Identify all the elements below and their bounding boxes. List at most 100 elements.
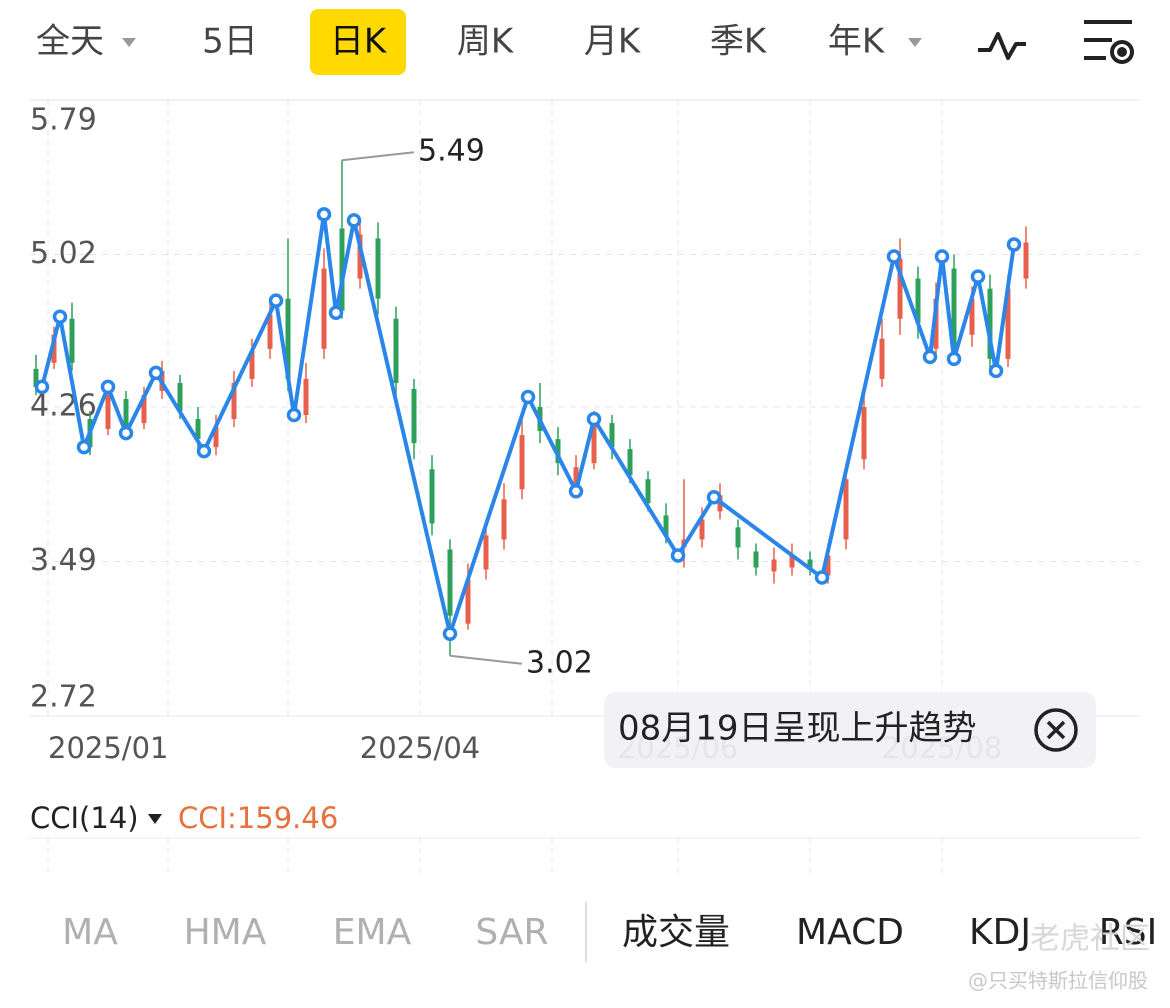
zigzag-point bbox=[52, 309, 68, 324]
zigzag-point bbox=[100, 379, 116, 395]
dropdown-arrow bbox=[908, 38, 922, 47]
y-tick-label: 3.49 bbox=[30, 543, 97, 578]
settings-icon[interactable] bbox=[1084, 20, 1134, 64]
annotation-label: 3.02 bbox=[526, 645, 593, 680]
zigzag-point bbox=[586, 411, 602, 427]
candle-body bbox=[483, 535, 489, 570]
candle-body bbox=[231, 382, 237, 420]
indicator-value: CCI:159.46 bbox=[178, 801, 338, 835]
candle-body bbox=[573, 467, 579, 488]
candle-body bbox=[429, 469, 435, 524]
zigzag-point bbox=[268, 293, 284, 308]
indicator-tab[interactable]: SAR bbox=[475, 912, 548, 953]
indicator-tab[interactable]: HMA bbox=[184, 912, 267, 953]
zigzag-point bbox=[568, 484, 584, 499]
period-tab[interactable]: 周K bbox=[457, 22, 515, 62]
zigzag-point bbox=[286, 407, 302, 423]
dropdown-arrow bbox=[148, 814, 162, 824]
toast-text: 08月19日呈现上升趋势 bbox=[618, 709, 977, 749]
candle-body bbox=[339, 228, 345, 311]
period-tab[interactable]: 日K bbox=[330, 22, 388, 62]
sub-chart-tab[interactable]: RSI bbox=[1099, 912, 1157, 953]
candle-body bbox=[735, 527, 741, 548]
candle-body bbox=[627, 449, 633, 476]
indicator-tabs: MA HMA EMA SAR 成交量 MACD KDJ RSI bbox=[62, 912, 1157, 953]
candle-body bbox=[609, 423, 615, 448]
zigzag-point bbox=[34, 379, 50, 395]
period-tab[interactable]: 季K bbox=[710, 22, 768, 62]
sub-chart-tab[interactable]: KDJ bbox=[969, 912, 1031, 953]
zigzag-point bbox=[148, 365, 164, 381]
sub-chart-tab[interactable]: MACD bbox=[796, 912, 904, 953]
zigzag-point bbox=[946, 351, 962, 367]
indicator-name[interactable]: CCI(14) bbox=[30, 801, 139, 835]
candle-body bbox=[699, 519, 705, 540]
candle-body bbox=[825, 555, 831, 576]
candle-body bbox=[843, 479, 849, 540]
period-tab[interactable]: 月K bbox=[584, 22, 642, 62]
zigzag-point bbox=[970, 269, 986, 284]
candle-body bbox=[249, 350, 255, 379]
zigzag-point bbox=[886, 249, 902, 264]
candle-body bbox=[789, 555, 795, 568]
zigzag-line bbox=[40, 212, 1016, 636]
zigzag-point bbox=[1006, 237, 1022, 252]
indicator-tab[interactable]: EMA bbox=[333, 912, 412, 953]
candle-body bbox=[33, 368, 39, 387]
zigzag-point bbox=[316, 207, 332, 222]
candle-body bbox=[969, 298, 975, 335]
zigzag-point bbox=[442, 626, 458, 641]
candle-body bbox=[375, 238, 381, 299]
candle-body bbox=[753, 551, 759, 568]
candle-body bbox=[177, 382, 183, 412]
zigzag-point bbox=[196, 443, 212, 459]
candle-body bbox=[915, 278, 921, 323]
candle-body bbox=[51, 334, 57, 363]
candle-body bbox=[303, 378, 309, 416]
candle-body bbox=[501, 499, 507, 540]
zigzag-point bbox=[76, 439, 92, 455]
candle-body bbox=[555, 439, 561, 464]
candle-body bbox=[411, 388, 417, 444]
candle-body bbox=[69, 318, 75, 363]
zigzag-point bbox=[922, 349, 938, 365]
indicator-tab[interactable]: MA bbox=[62, 912, 118, 953]
x-tick-label: 2025/01 bbox=[48, 731, 168, 765]
line-icon[interactable] bbox=[978, 32, 1026, 60]
candle-body bbox=[591, 423, 597, 464]
candle-body bbox=[195, 419, 201, 440]
candle-body bbox=[465, 579, 471, 624]
zigzag-point bbox=[814, 570, 830, 585]
y-tick-label: 4.26 bbox=[30, 388, 97, 423]
sub-chart-tab[interactable]: 成交量 bbox=[622, 912, 730, 953]
candle-body bbox=[123, 398, 129, 428]
zigzag-point bbox=[706, 490, 722, 505]
dropdown-arrow bbox=[122, 38, 136, 47]
candle-body bbox=[861, 406, 867, 460]
candle-body bbox=[771, 559, 777, 572]
candle-body bbox=[987, 288, 993, 359]
toast-box bbox=[604, 692, 1096, 768]
candle-body bbox=[897, 258, 903, 319]
watermark-user: @只买特斯拉信仰股 bbox=[968, 969, 1148, 993]
candle-body bbox=[519, 435, 525, 490]
candle-body bbox=[357, 234, 363, 279]
period-tab[interactable]: 5日 bbox=[202, 22, 258, 62]
toast-close[interactable] bbox=[1034, 708, 1078, 752]
zigzag-point bbox=[934, 249, 950, 264]
active-tab-bg bbox=[310, 9, 406, 75]
zigzag-point bbox=[346, 213, 362, 228]
zigzag-point bbox=[118, 425, 134, 441]
candle-body bbox=[933, 298, 939, 349]
y-tick-label: 2.72 bbox=[30, 680, 97, 715]
candle-body bbox=[321, 268, 327, 349]
candle-body bbox=[951, 268, 957, 349]
zigzag-point bbox=[988, 363, 1004, 379]
period-tab[interactable]: 年K bbox=[828, 22, 886, 62]
period-tab[interactable]: 全天 bbox=[36, 22, 104, 62]
annotation-leader bbox=[341, 151, 415, 162]
candle-body bbox=[213, 427, 219, 448]
candle-body bbox=[879, 338, 885, 379]
